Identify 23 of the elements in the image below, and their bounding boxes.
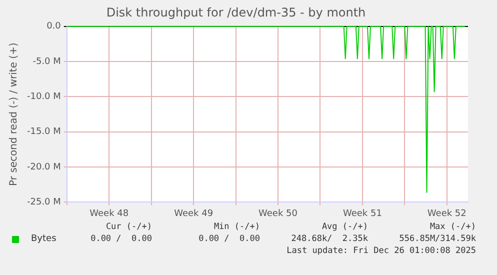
- x-tick-label: Week 50: [258, 208, 298, 219]
- y-tick-label: -10.0 M: [26, 92, 61, 102]
- y-tick-label: -15.0 M: [26, 127, 61, 138]
- text: Max (-/+): [430, 222, 476, 232]
- chart-title: Disk throughput for /dev/dm-35 - by month: [106, 5, 366, 20]
- text: Min (-/+): [214, 222, 260, 232]
- y-tick-label: 0.0: [46, 22, 62, 32]
- text: Avg (-/+): [322, 222, 368, 232]
- legend-label: Bytes: [31, 234, 56, 244]
- y-tick-label: -20.0 M: [26, 162, 61, 172]
- text: 0.00 / 0.00: [198, 234, 260, 244]
- text: 248.68k/ 2.35k: [291, 234, 368, 244]
- text: Cur (-/+): [106, 222, 152, 232]
- y-axis-title: Pr second read (-) / write (+): [8, 42, 20, 186]
- x-tick-label: Week 48: [90, 208, 129, 219]
- y-tick-label: -25.0 M: [26, 198, 61, 208]
- y-tick-label: -5.0 M: [32, 56, 61, 67]
- text: 556.85M/314.59k: [399, 234, 476, 244]
- x-tick-label: Week 52: [427, 208, 466, 219]
- text: Last update: Fri Dec 26 01:00:08 2025: [286, 246, 476, 256]
- x-tick-label: Week 51: [342, 208, 382, 219]
- text: 0.00 / 0.00: [90, 234, 152, 244]
- x-tick-label: Week 49: [174, 208, 214, 219]
